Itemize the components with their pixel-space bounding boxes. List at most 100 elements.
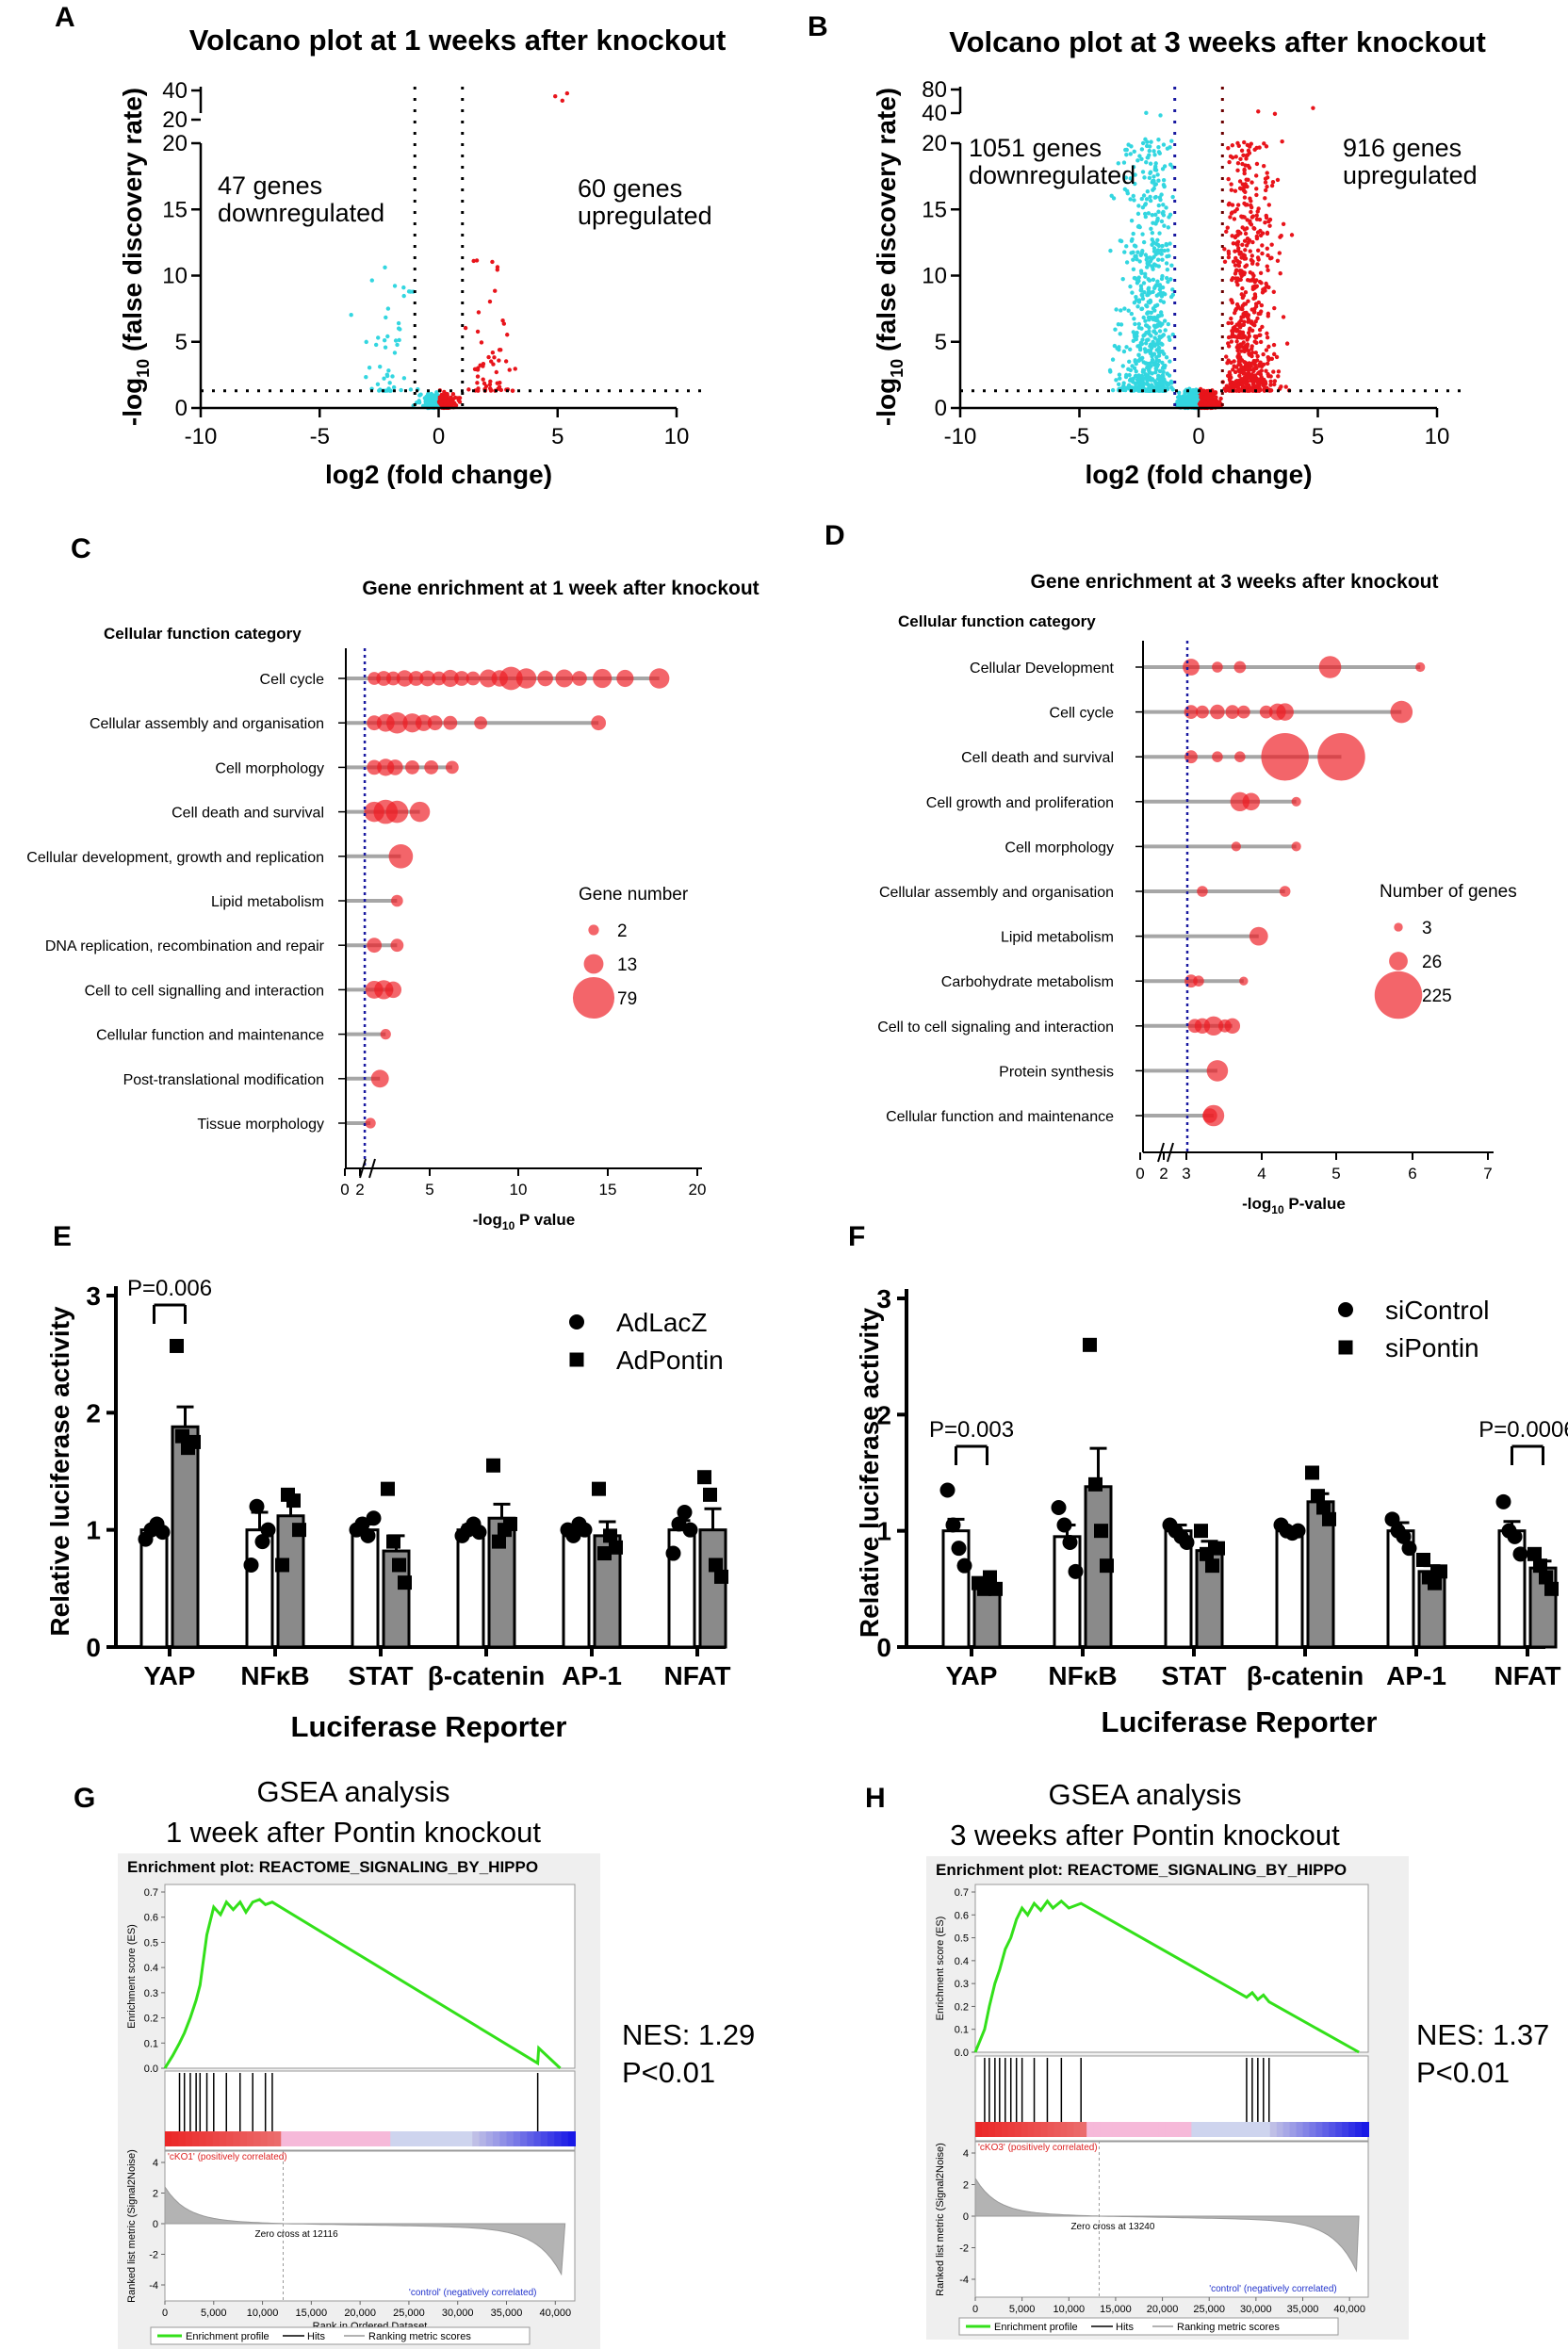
upregulated-gene-point (1276, 369, 1282, 374)
downregulated-gene-point (1128, 152, 1133, 156)
downregulated-gene-point (1159, 248, 1164, 253)
gsea-heading: 1 week after Pontin knockout (166, 1816, 541, 1849)
downregulated-gene-point (1117, 345, 1121, 350)
luciferase-bar-chart-f: 0 1 2 3 YAP NFκB STAT β-catenin AP-1 NFAT P=0.003 P… (855, 1284, 1568, 1738)
category-label: Tissue morphology (197, 1117, 324, 1133)
downregulated-gene-point (1146, 155, 1151, 160)
enrichment-point (591, 715, 607, 731)
upregulated-gene-point (1259, 302, 1265, 308)
downregulated-gene-point (1162, 184, 1167, 188)
es-tick-label: 0.7 (955, 1887, 969, 1899)
enrichment-point (1261, 732, 1309, 781)
downregulated-gene-point (1131, 267, 1136, 271)
y-tick-label: 15 (162, 197, 188, 222)
downregulated-gene-point (1131, 257, 1135, 262)
ranked-color-bar-segment (329, 2131, 337, 2146)
upregulated-gene-point (1269, 356, 1275, 361)
category-label: YAP (945, 1661, 997, 1690)
downregulated-gene-point (1148, 315, 1153, 320)
high-significance-gene-point (1256, 109, 1261, 114)
category-label: Cell cycle (1050, 706, 1115, 722)
downregulated-gene-point (1160, 211, 1166, 216)
upregulated-gene-point (1240, 161, 1245, 167)
background-gene-point (450, 391, 456, 397)
upregulated-gene-point (1243, 248, 1248, 253)
background-gene-point (450, 400, 455, 406)
upregulated-gene-point (1253, 383, 1259, 388)
enrichment-point (427, 715, 443, 731)
volcano-plot-1-week: Volcano plot at 1 weeks after knockout -1… (118, 24, 726, 489)
x-tick-label: 25,000 (1193, 2304, 1225, 2315)
upregulated-gene-point (1279, 384, 1283, 389)
upregulated-gene-point (1236, 263, 1242, 269)
data-point-circle (677, 1505, 693, 1521)
downregulated-gene-point (1152, 182, 1157, 188)
enrichment-point (384, 981, 402, 999)
enrichment-point (445, 760, 459, 775)
y-tick-label: 80 (922, 77, 947, 103)
enrichment-point (432, 671, 447, 686)
upregulated-gene-point (1231, 241, 1236, 246)
downregulated-gene-point (1136, 275, 1141, 280)
es-tick-label: 0.1 (955, 2025, 969, 2036)
ranked-color-bar-segment (281, 2131, 289, 2146)
upregulated-gene-point (1242, 185, 1247, 189)
downregulated-gene-point (1166, 321, 1171, 327)
x-tick-label: 40,000 (539, 2308, 571, 2319)
upregulated-gene-point (1247, 334, 1252, 338)
panel-letter-d: D (825, 520, 845, 551)
upregulated-gene-point (1267, 223, 1272, 228)
downregulated-gene-point (387, 381, 392, 385)
upregulated-gene-point (1253, 319, 1258, 324)
es-tick-label: 0.4 (144, 1963, 158, 1974)
background-gene-point (1218, 396, 1223, 401)
positive-correlation-label: 'cKO3' (positively correlated) (978, 2143, 1098, 2153)
enrichment-point (409, 801, 431, 823)
enrichment-point (1317, 732, 1365, 781)
enrichment-point (441, 669, 459, 688)
downregulated-gene-point (1136, 300, 1142, 304)
upregulated-gene-point (1243, 189, 1248, 194)
upregulated-gene-point (1250, 239, 1255, 245)
ranked-color-bar-segment (458, 2131, 466, 2146)
upregulated-gene-point (1253, 363, 1258, 367)
downregulated-gene-point (1140, 170, 1146, 174)
upregulated-gene-point (1239, 255, 1244, 260)
axis-break-mark (1167, 1142, 1174, 1163)
high-significance-gene-point (1144, 110, 1149, 116)
downregulated-gene-point (1127, 372, 1132, 378)
downregulated-gene-point (1157, 195, 1163, 200)
downregulated-gene-point (1156, 138, 1161, 142)
data-point-square (703, 1487, 717, 1502)
downregulated-gene-point (1132, 317, 1136, 321)
downregulated-gene-point (1144, 337, 1150, 343)
x-tick-label: 35,000 (1287, 2304, 1319, 2315)
upregulated-count-label: upregulated (578, 202, 712, 230)
es-tick-label: 0.3 (955, 1979, 969, 1990)
downregulated-gene-point (1147, 144, 1152, 149)
downregulated-gene-point (1154, 219, 1159, 224)
legend-label: siPontin (1385, 1333, 1479, 1362)
downregulated-gene-point (1135, 158, 1140, 163)
category-label: Cell morphology (1004, 840, 1114, 856)
downregulated-gene-point (1131, 250, 1135, 254)
background-gene-point (1200, 398, 1205, 403)
upregulated-gene-point (1235, 249, 1241, 253)
background-gene-point (1206, 392, 1212, 398)
upregulated-gene-point (1234, 302, 1240, 307)
upregulated-gene-point (1229, 320, 1234, 326)
downregulated-gene-point (1127, 359, 1132, 365)
upregulated-gene-point (1270, 180, 1276, 185)
upregulated-gene-point (1269, 183, 1275, 188)
panel-letter-f: F (848, 1221, 865, 1252)
y-tick-label: 10 (162, 264, 188, 289)
downregulated-gene-point (1168, 241, 1172, 246)
metric-y-axis-label: Ranked list metric (Signal2Noise) (935, 2143, 946, 2296)
downregulated-gene-point (1147, 175, 1152, 181)
upregulated-gene-point (1271, 289, 1276, 294)
data-point-square (1305, 1465, 1319, 1480)
chart-title: Gene enrichment at 1 week after knockout (362, 578, 759, 599)
data-point-square (1083, 1337, 1097, 1352)
upregulated-gene-point (1247, 237, 1252, 243)
upregulated-gene-point (1252, 334, 1258, 339)
